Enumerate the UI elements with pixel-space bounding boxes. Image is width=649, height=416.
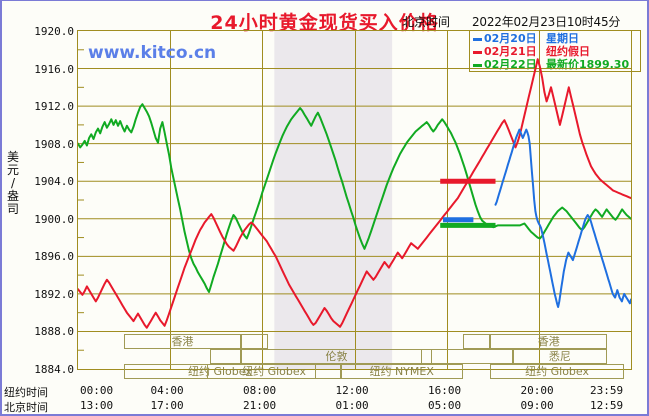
page-title: 24小时黄金现货买入价格 bbox=[210, 12, 439, 34]
chart-svg bbox=[78, 31, 631, 369]
x-axis-ny-row-tick: 08:00 bbox=[243, 384, 277, 397]
y-axis-ticks: 1920.0 1916.0 1912.0 1908.0 1904.0 1900.0 1896… bbox=[10, 1, 74, 414]
legend-note-2: 最新价1899.30 bbox=[546, 58, 630, 71]
y-axis-tick-label: 1916.0 bbox=[34, 62, 74, 76]
legend-date-2: 02月22日 bbox=[484, 58, 537, 71]
x-axis-ny-row-tick: 12:00 bbox=[335, 384, 369, 397]
kitco-watermark: www.kitco.cn bbox=[88, 43, 217, 63]
session-bar-label bbox=[211, 350, 240, 363]
y-axis-tick-label: 1908.0 bbox=[34, 137, 74, 151]
session-bar-label bbox=[422, 350, 512, 363]
x-axis-bj-row-title: 北京时间 bbox=[4, 401, 48, 414]
session-bar-纽约 NYMEX: 纽约 NYMEX bbox=[340, 364, 463, 379]
x-axis-ny-row-tick: 04:00 bbox=[150, 384, 184, 397]
x-axis-bj-row-tick: 09:00 bbox=[520, 399, 554, 412]
series-line-02月22日 bbox=[78, 103, 631, 293]
x-axis-bj-row-tick: 12:59 bbox=[590, 399, 624, 412]
session-bar-label: 纽约 Globex bbox=[242, 365, 306, 378]
y-axis-tick-label: 1904.0 bbox=[34, 175, 74, 189]
y-axis-label-char: 元 bbox=[6, 163, 19, 177]
series-line-02月21日 bbox=[78, 58, 631, 329]
session-bar-label: 悉尼 bbox=[548, 350, 571, 363]
nymex-session-shading bbox=[274, 31, 393, 369]
legend-date-0: 02月20日 bbox=[484, 32, 537, 45]
x-axis-ny-row: 纽约时间 00:00 04:00 08:00 12:00 16:00 20:00 23:59 bbox=[2, 384, 647, 399]
y-axis-tick-label: 1900.0 bbox=[34, 212, 74, 226]
series-line-02月20日 bbox=[494, 128, 631, 308]
x-axis-bj-row: 北京时间 13:00 17:00 21:00 01:00 05:00 09:00 12:59 bbox=[2, 399, 647, 414]
session-bar-label: 纽约 Globex bbox=[525, 365, 589, 378]
chart-plot-area bbox=[77, 30, 632, 370]
session-bar-label: 纽约 NYMEX bbox=[369, 365, 434, 378]
session-bar-伦敦: 伦敦 bbox=[240, 349, 433, 364]
session-bar-香港: 香港 bbox=[490, 334, 608, 349]
session-bar-label: 香港 bbox=[537, 335, 560, 348]
session-bar-香港: 香港 bbox=[124, 334, 241, 349]
y-axis-label: 美元 / 盎司 bbox=[5, 151, 21, 216]
x-axis-bj-row-tick: 17:00 bbox=[150, 399, 184, 412]
x-axis-bj-row-tick: 21:00 bbox=[243, 399, 277, 412]
session-bar-spacer bbox=[421, 349, 513, 364]
session-bar-spacer bbox=[210, 349, 241, 364]
legend-swatch-green bbox=[473, 63, 482, 67]
x-axis-bj-row-tick: 13:00 bbox=[80, 399, 114, 412]
session-bar-spacer bbox=[462, 334, 491, 349]
legend-swatch-red bbox=[473, 50, 482, 54]
legend-item-2: 02月22日 最新价1899.30 bbox=[473, 58, 637, 71]
legend-date-1: 02月21日 bbox=[484, 45, 537, 58]
session-bar-label bbox=[242, 335, 268, 348]
x-axis-ny-row-tick: 00:00 bbox=[80, 384, 114, 397]
y-axis-tick-label: 1884.0 bbox=[34, 363, 74, 376]
session-bar-悉尼: 悉尼 bbox=[512, 349, 608, 364]
x-axis-ny-row-tick: 23:59 bbox=[590, 384, 624, 397]
beijing-time-value: 2022年02月23日10时45分 bbox=[472, 15, 621, 29]
x-axis-bj-row-tick: 05:00 bbox=[428, 399, 462, 412]
x-axis-bj-row-tick: 01:00 bbox=[335, 399, 369, 412]
y-axis-tick-label: 1920.0 bbox=[34, 25, 74, 38]
legend-item-0: 02月20日 星期日 bbox=[473, 32, 637, 45]
session-bar-spacer bbox=[240, 334, 269, 349]
y-axis-tick-label: 1896.0 bbox=[34, 250, 74, 264]
y-axis-tick-label: 1892.0 bbox=[34, 287, 74, 301]
y-axis-label-char: 盎 bbox=[6, 189, 19, 203]
beijing-time-label: 北京时间 bbox=[402, 15, 451, 29]
chart-legend: 02月20日 星期日 02月21日 纽约假日 02月22日 最新价1899.30 bbox=[469, 30, 641, 72]
y-axis-label-char: / bbox=[10, 176, 16, 190]
y-axis-label-char: 美 bbox=[6, 150, 19, 164]
session-bar-纽约 Globex: 纽约 Globex bbox=[207, 364, 341, 379]
legend-note-1: 纽约假日 bbox=[546, 45, 590, 58]
y-axis-label-char: 司 bbox=[6, 202, 19, 216]
x-axis-ny-row-title: 纽约时间 bbox=[4, 386, 48, 399]
legend-swatch-blue bbox=[473, 37, 482, 41]
session-bar-纽约 Globex: 纽约 Globex bbox=[490, 364, 624, 379]
session-bar-label: 纽约 Globex bbox=[187, 365, 252, 378]
legend-item-1: 02月21日 纽约假日 bbox=[473, 45, 637, 58]
legend-note-0: 星期日 bbox=[546, 32, 579, 45]
x-axis-ny-row-tick: 16:00 bbox=[428, 384, 462, 397]
session-bar-label bbox=[464, 335, 490, 348]
session-bar-label: 伦敦 bbox=[325, 350, 348, 363]
y-axis-tick-label: 1912.0 bbox=[34, 100, 74, 114]
x-axis-ny-row-tick: 20:00 bbox=[520, 384, 554, 397]
session-bar-label: 香港 bbox=[171, 335, 194, 348]
y-axis-tick-label: 1888.0 bbox=[34, 325, 74, 339]
